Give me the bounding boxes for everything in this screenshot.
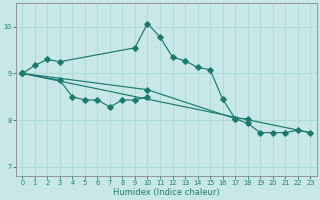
X-axis label: Humidex (Indice chaleur): Humidex (Indice chaleur) — [113, 188, 220, 197]
